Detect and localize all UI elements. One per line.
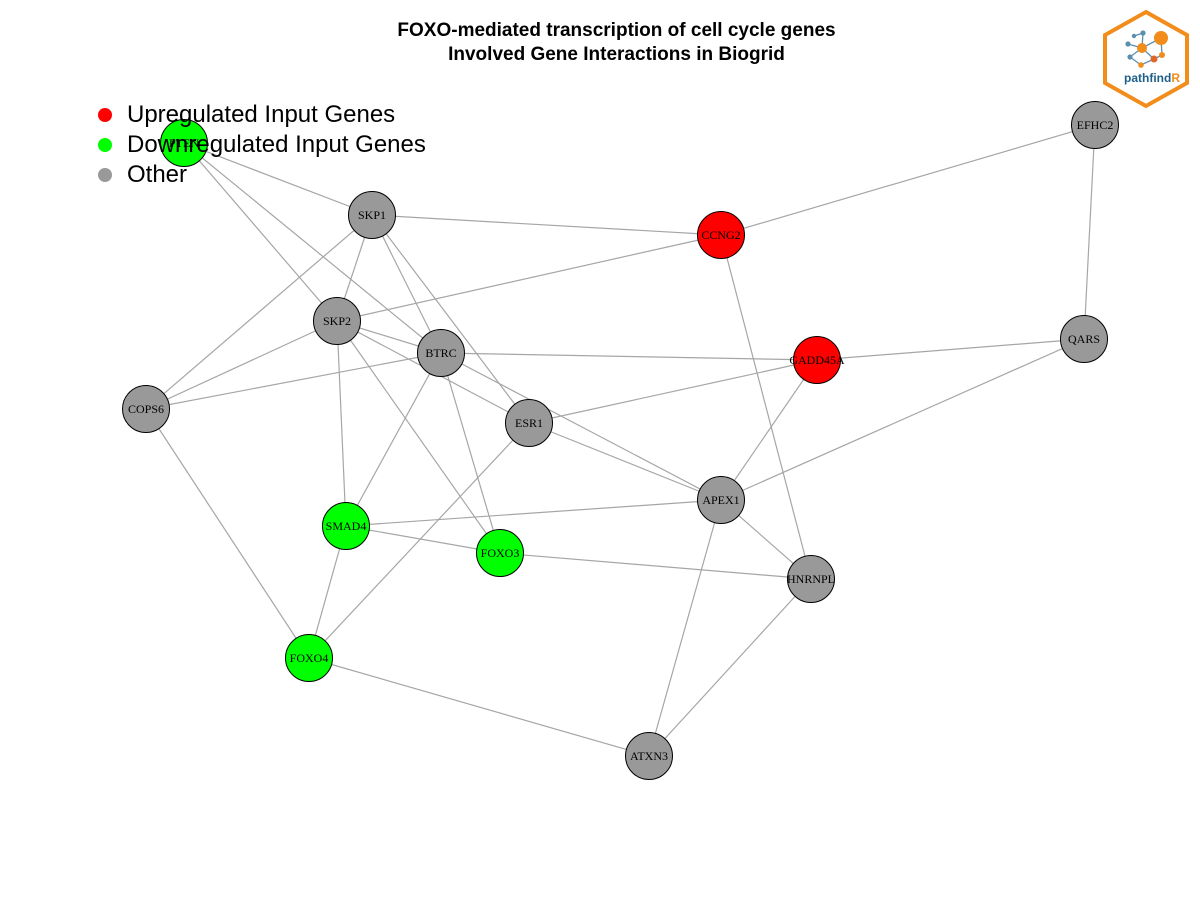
node-circle-foxo4: [285, 634, 333, 682]
edge-skp1-ccng2: [371, 214, 722, 236]
logo-text-accent: R: [1171, 71, 1180, 85]
node-atxn3: ATXN3: [625, 732, 673, 780]
edge-gadd45a-apex1: [720, 359, 818, 501]
edge-apex1-smad4: [345, 499, 722, 527]
edge-btrc-apex1: [440, 352, 722, 501]
node-circle-foxo3: [476, 529, 524, 577]
edge-gadd45a-esr1: [528, 359, 818, 424]
node-circle-cops6: [122, 385, 170, 433]
edge-esr1-foxo4: [308, 422, 530, 659]
node-label-smad4: SMAD4: [326, 519, 367, 533]
edge-skp2-cops6: [145, 320, 338, 410]
pathfindr-logo: pathfindR: [1103, 9, 1189, 109]
node-label-cops6: COPS6: [128, 402, 164, 416]
edge-btrc-gadd45a: [440, 352, 818, 361]
node-circle-atxn3: [625, 732, 673, 780]
edge-skp2-foxo3: [336, 320, 501, 554]
edge-skp2-smad4: [336, 320, 347, 527]
node-label-btrc: BTRC: [425, 346, 456, 360]
edge-ccng2-hnrnpl: [720, 234, 812, 580]
node-circle-gadd45a: [793, 336, 841, 384]
node-circle-ccng2: [697, 211, 745, 259]
edge-smad4-foxo3: [345, 525, 501, 554]
edge-qars-apex1: [720, 338, 1085, 501]
chart-title-line1: FOXO-mediated transcription of cell cycl…: [397, 20, 836, 41]
node-circle-apex1: [697, 476, 745, 524]
node-foxo4: FOXO4: [285, 634, 333, 682]
node-label-skp2: SKP2: [323, 314, 351, 328]
edge-skp1-btrc: [371, 214, 442, 354]
node-esr1: ESR1: [505, 399, 553, 447]
node-hnrnpl: HNRNPL: [787, 555, 835, 603]
logo-text: pathfindR: [1124, 71, 1180, 85]
edge-skp1-esr1: [371, 214, 530, 424]
node-circle-skp2: [313, 297, 361, 345]
node-gadd45a: GADD45A: [789, 336, 845, 384]
legend-label-downregulated: Downregulated Input Genes: [127, 131, 426, 158]
node-circle-smad4: [322, 502, 370, 550]
node-circle-pten: [160, 119, 208, 167]
node-circle-btrc: [417, 329, 465, 377]
edge-gadd45a-qars: [816, 338, 1085, 361]
edge-pten-skp1: [183, 142, 373, 216]
node-label-pten: PTEN: [169, 136, 199, 150]
node-skp1: SKP1: [348, 191, 396, 239]
edge-esr1-apex1: [528, 422, 722, 501]
legend-dot-other: [98, 168, 112, 182]
edges-layer: [145, 124, 1096, 757]
node-circle-efhc2: [1071, 101, 1119, 149]
node-ccng2: CCNG2: [697, 211, 745, 259]
node-qars: QARS: [1060, 315, 1108, 363]
nodes-layer: PTEN SKP1 CCNG2 EFHC2 SKP2 BTRC GADD45A QARS COP…: [122, 101, 1119, 780]
edge-ccng2-skp2: [336, 234, 722, 322]
node-pten: PTEN: [160, 119, 208, 167]
edge-efhc2-qars: [1083, 124, 1096, 340]
edge-ccng2-efhc2: [720, 124, 1096, 236]
node-label-apex1: APEX1: [702, 493, 739, 507]
node-label-atxn3: ATXN3: [630, 749, 668, 763]
edge-hnrnpl-atxn3: [648, 578, 812, 757]
logo-network-nodes: [1125, 30, 1168, 68]
node-circle-skp1: [348, 191, 396, 239]
edge-btrc-foxo3: [440, 352, 501, 554]
node-cops6: COPS6: [122, 385, 170, 433]
chart-title-line2: Involved Gene Interactions in Biogrid: [448, 44, 785, 65]
edge-foxo3-hnrnpl: [499, 552, 812, 580]
legend-label-other: Other: [127, 161, 188, 188]
node-circle-qars: [1060, 315, 1108, 363]
node-apex1: APEX1: [697, 476, 745, 524]
node-foxo3: FOXO3: [476, 529, 524, 577]
node-skp2: SKP2: [313, 297, 361, 345]
node-label-foxo3: FOXO3: [481, 546, 520, 560]
edge-btrc-cops6: [145, 352, 442, 410]
edge-skp1-cops6: [145, 214, 373, 410]
node-label-efhc2: EFHC2: [1077, 118, 1114, 132]
edge-pten-skp2: [183, 142, 338, 322]
edge-cops6-foxo4: [145, 408, 310, 659]
legend-dot-upregulated: [98, 108, 112, 122]
legend-label-upregulated: Upregulated Input Genes: [127, 101, 396, 128]
legend-dot-downregulated: [98, 138, 112, 152]
node-label-ccng2: CCNG2: [701, 228, 740, 242]
node-btrc: BTRC: [417, 329, 465, 377]
node-smad4: SMAD4: [322, 502, 370, 550]
node-circle-hnrnpl: [787, 555, 835, 603]
edge-foxo4-atxn3: [308, 657, 650, 757]
node-label-qars: QARS: [1068, 332, 1100, 346]
node-label-gadd45a: GADD45A: [789, 353, 845, 367]
edge-btrc-smad4: [345, 352, 442, 527]
node-efhc2: EFHC2: [1071, 101, 1119, 149]
node-label-esr1: ESR1: [515, 416, 543, 430]
node-label-hnrnpl: HNRNPL: [787, 572, 835, 586]
logo-hexagon: [1103, 9, 1189, 109]
edge-pten-btrc: [183, 142, 442, 354]
edge-apex1-atxn3: [648, 499, 722, 757]
logo-text-main: pathfind: [1124, 71, 1171, 85]
node-label-foxo4: FOXO4: [290, 651, 329, 665]
node-circle-esr1: [505, 399, 553, 447]
node-label-skp1: SKP1: [358, 208, 386, 222]
